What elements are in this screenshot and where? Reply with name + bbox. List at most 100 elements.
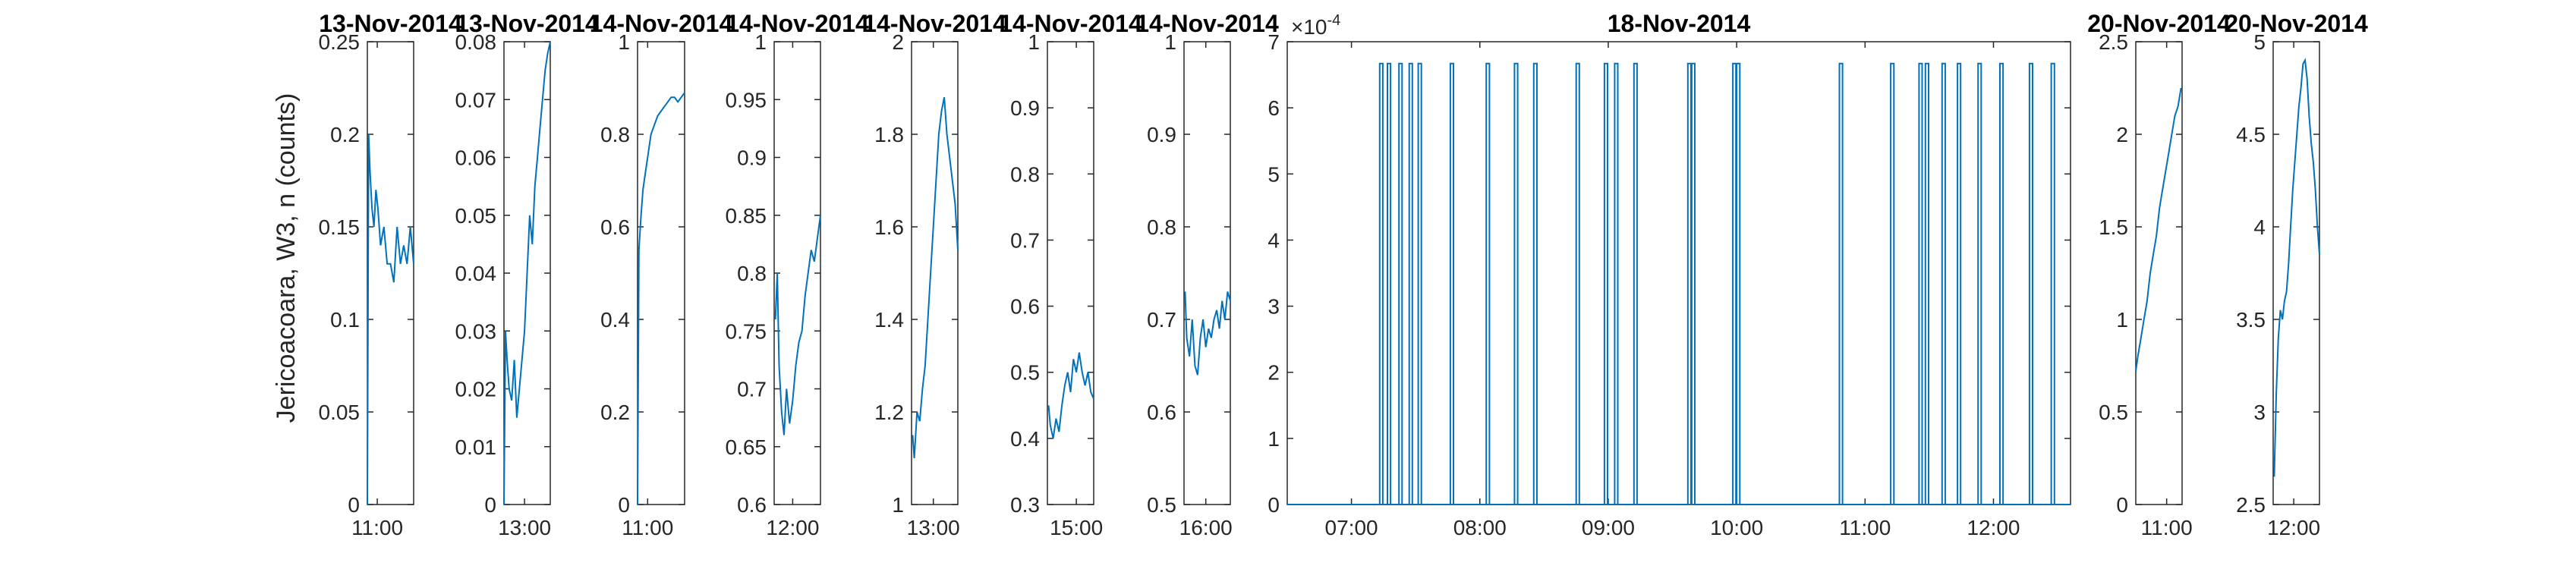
axes-box bbox=[773, 41, 821, 505]
series-line bbox=[1184, 291, 1231, 376]
panel-9: 0 0.5 1 1.5 2 2.5 11:00 20-Nov-2014 bbox=[2087, 10, 2231, 539]
axes-box bbox=[911, 41, 959, 505]
y-tick-label: 0.2 bbox=[330, 123, 360, 146]
y-tick-label: 1 bbox=[2116, 308, 2128, 332]
panel-title: 18-Nov-2014 bbox=[1608, 10, 1751, 37]
y-tick-label: 0.8 bbox=[1010, 162, 1040, 186]
series-line bbox=[912, 97, 959, 459]
y-tick-label: 0.6 bbox=[1147, 401, 1176, 424]
y-tick-label: 0.25 bbox=[319, 30, 361, 54]
y-tick-label: 0.75 bbox=[726, 319, 767, 343]
panel-8: 0 1 2 3 4 5 6 7 07:00 08:00 09:00 10:00 11:00 12:00 ×1… bbox=[1268, 10, 2071, 539]
panel-title: 13-Nov-2014 bbox=[455, 10, 599, 37]
y-tick-label: 1 bbox=[1268, 427, 1280, 451]
y-tick-label: 2.5 bbox=[2236, 493, 2266, 517]
y-tick-label: 0.6 bbox=[600, 215, 630, 239]
x-tick-label: 11:00 bbox=[1839, 516, 1891, 539]
panel-title: 13-Nov-2014 bbox=[319, 10, 462, 37]
axes-box bbox=[1286, 41, 2071, 505]
panel-2: 0 0.01 0.02 0.03 0.04 0.05 0.06 0.07 0.08 13:00 13… bbox=[455, 10, 599, 539]
y-tick-label: 3 bbox=[2253, 401, 2266, 424]
y-tick-label: 0.02 bbox=[455, 378, 497, 401]
panel-title: 14-Nov-2014 bbox=[999, 10, 1142, 37]
y-tick-label: 0.5 bbox=[2099, 401, 2128, 424]
y-tick-label: 1 bbox=[618, 30, 630, 54]
y-tick-label: 1.8 bbox=[874, 123, 904, 146]
y-tick-label: 0.07 bbox=[455, 88, 497, 112]
panel-title: 14-Nov-2014 bbox=[726, 10, 869, 37]
y-tick-label: 0.9 bbox=[1010, 96, 1040, 120]
x-tick-label: 15:00 bbox=[1050, 516, 1103, 539]
y-tick-label: 1 bbox=[1164, 30, 1176, 54]
panel-title: 14-Nov-2014 bbox=[590, 10, 733, 37]
y-tick-label: 1.6 bbox=[874, 215, 904, 239]
y-tick-label: 3.5 bbox=[2236, 308, 2266, 332]
y-tick-label: 1.2 bbox=[874, 401, 904, 424]
axes-box bbox=[637, 41, 685, 505]
y-tick-label: 0.05 bbox=[319, 401, 361, 424]
y-tick-label: 7 bbox=[1268, 30, 1280, 54]
y-tick-label: 0.65 bbox=[726, 435, 767, 459]
y-tick-label: 0.15 bbox=[319, 215, 361, 239]
x-tick-label: 10:00 bbox=[1710, 516, 1763, 539]
y-tick-label: 0 bbox=[618, 493, 630, 517]
x-tick-label: 12:00 bbox=[2267, 516, 2320, 539]
x-tick-label: 13:00 bbox=[907, 516, 960, 539]
panel-3: 0 0.2 0.4 0.6 0.8 1 11:00 14-Nov-2014 bbox=[590, 10, 733, 539]
y-axis-label: Jericoacoara, W3, n (counts) bbox=[272, 93, 301, 423]
series-line bbox=[2135, 87, 2182, 372]
axes-box bbox=[2135, 41, 2183, 505]
y-tick-label: 0 bbox=[1268, 493, 1280, 517]
y-tick-label: 0.4 bbox=[600, 308, 630, 332]
y-tick-label: 0.06 bbox=[455, 146, 497, 170]
x-tick-label: 13:00 bbox=[498, 516, 551, 539]
y-tick-label: 0.04 bbox=[455, 262, 497, 285]
y-tick-label: 0.9 bbox=[737, 146, 767, 170]
panel-title: 20-Nov-2014 bbox=[2225, 10, 2368, 37]
y-tick-label: 0.5 bbox=[1147, 493, 1176, 517]
y-tick-label: 1 bbox=[754, 30, 767, 54]
y-tick-label: 0 bbox=[348, 493, 360, 517]
y-tick-label: 0.7 bbox=[1147, 308, 1176, 332]
y-tick-label: 4.5 bbox=[2236, 123, 2266, 146]
y-tick-label: 0.8 bbox=[600, 123, 630, 146]
y-tick-label: 0.8 bbox=[737, 262, 767, 285]
panel-title: 14-Nov-2014 bbox=[863, 10, 1006, 37]
y-tick-label: 1 bbox=[892, 493, 904, 517]
axes-box bbox=[2272, 41, 2320, 505]
panel-title: 20-Nov-2014 bbox=[2087, 10, 2231, 37]
y-tick-label: 0.4 bbox=[1010, 427, 1040, 451]
y-tick-label: 0.08 bbox=[455, 30, 497, 54]
y-tick-label: 0.03 bbox=[455, 319, 497, 343]
series-line bbox=[637, 92, 685, 505]
x-tick-label: 12:00 bbox=[1967, 516, 2020, 539]
y-tick-label: 4 bbox=[1268, 228, 1280, 252]
x-tick-label: 08:00 bbox=[1453, 516, 1507, 539]
y-exponent-label: ×10-4 bbox=[1291, 12, 1340, 39]
y-tick-label: 2.5 bbox=[2099, 30, 2128, 54]
x-tick-label: 16:00 bbox=[1179, 516, 1233, 539]
series-line bbox=[1047, 352, 1094, 439]
y-tick-label: 0.6 bbox=[1010, 295, 1040, 319]
y-tick-label: 0.5 bbox=[1010, 361, 1040, 385]
y-tick-label: 4 bbox=[2253, 215, 2266, 239]
y-tick-label: 0 bbox=[484, 493, 496, 517]
y-tick-label: 0.8 bbox=[1147, 215, 1176, 239]
y-tick-label: 1.4 bbox=[874, 308, 904, 332]
y-tick-label: 0.7 bbox=[1010, 228, 1040, 252]
series-line bbox=[367, 134, 414, 505]
x-tick-label: 07:00 bbox=[1325, 516, 1378, 539]
y-tick-label: 0.95 bbox=[726, 88, 767, 112]
y-tick-label: 1 bbox=[1028, 30, 1040, 54]
panels: 00.050.10.150.20.2511:0013-Nov-201400.01… bbox=[319, 10, 2368, 539]
y-tick-label: 0.05 bbox=[455, 204, 497, 228]
y-tick-label: 2 bbox=[1268, 361, 1280, 385]
y-tick-label: 0 bbox=[2116, 493, 2128, 517]
y-tick-label: 0.9 bbox=[1147, 123, 1176, 146]
y-tick-label: 5 bbox=[2253, 30, 2266, 54]
panel-1: 0 0.05 0.1 0.15 0.2 0.25 11:00 13-Nov-2014 bbox=[319, 10, 462, 539]
panel-title: 14-Nov-2014 bbox=[1135, 10, 1279, 37]
x-tick-label: 11:00 bbox=[622, 516, 673, 539]
panel-5: 1 1.2 1.4 1.6 1.8 2 13:00 14-Nov-2014 bbox=[863, 10, 1006, 539]
